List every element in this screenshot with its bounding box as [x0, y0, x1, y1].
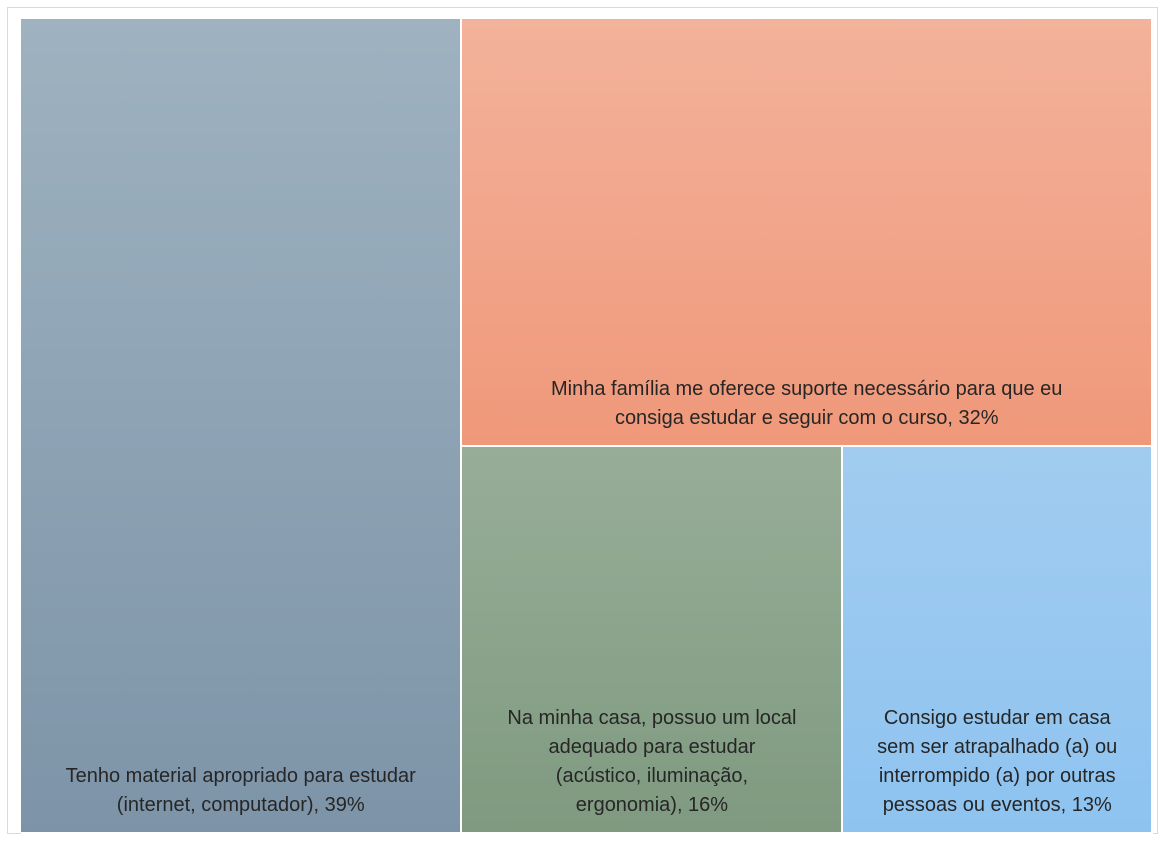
tile-label-familia: Minha família me oferece suporte necessá… [551, 377, 1063, 429]
tile-label-local: Na minha casa, possuo um local adequado … [507, 706, 797, 816]
treemap-tile-material: Tenho material apropriado para estudar (… [21, 19, 463, 834]
tile-label-sem-interrupcao: Consigo estudar em casa sem ser atrapalh… [877, 706, 1118, 816]
treemap-tile-local: Na minha casa, possuo um local adequado … [462, 446, 844, 834]
treemap-tile-familia: Minha família me oferece suporte necessá… [462, 19, 1153, 447]
treemap-tile-sem-interrupcao: Consigo estudar em casa sem ser atrapalh… [843, 446, 1153, 834]
treemap-chart: Tenho material apropriado para estudar (… [21, 19, 1153, 834]
tile-label-material: Tenho material apropriado para estudar (… [65, 765, 416, 816]
